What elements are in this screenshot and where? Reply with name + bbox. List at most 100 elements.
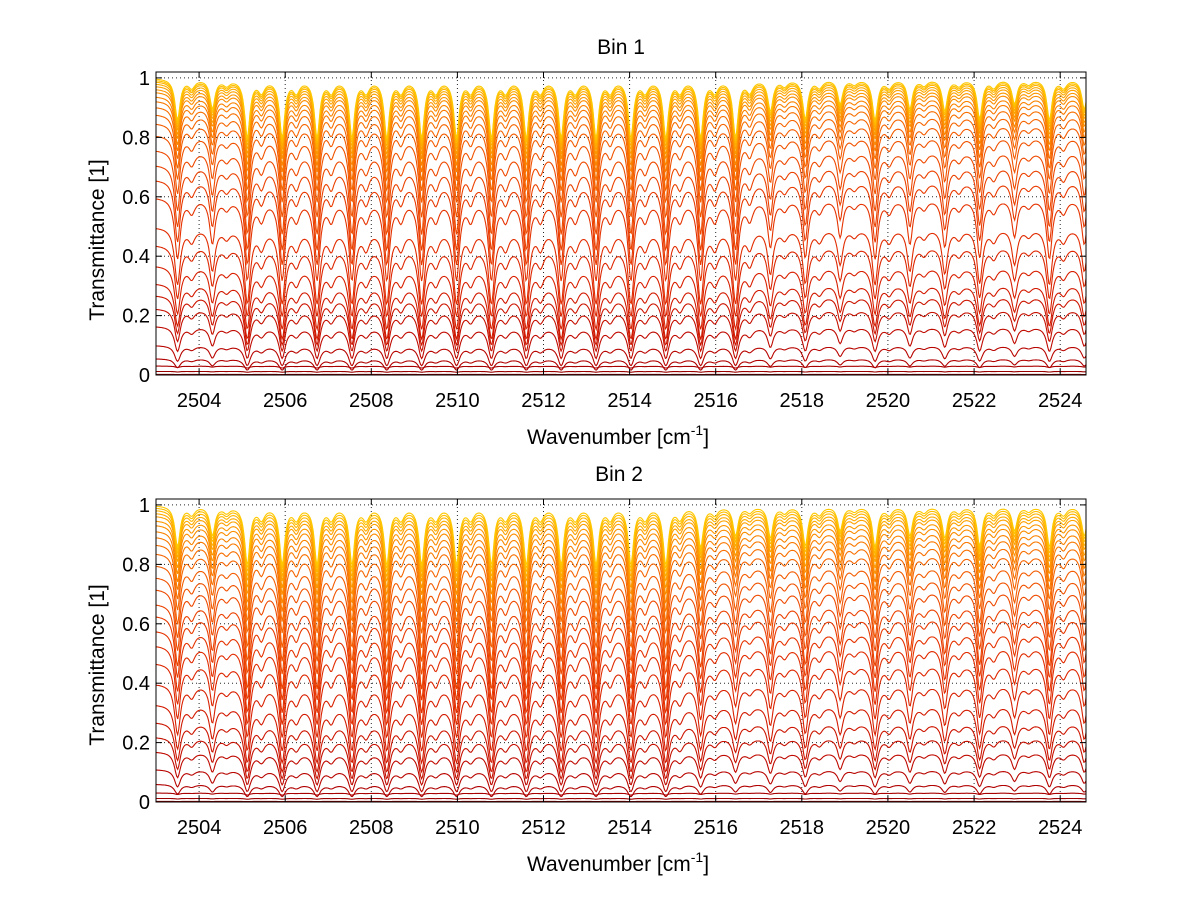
y-tick-label: 1 bbox=[139, 68, 150, 90]
transmittance-series-line bbox=[155, 520, 1087, 590]
x-tick-label: 2510 bbox=[435, 817, 480, 839]
x-axis-label: Wavenumber [cm-1] bbox=[527, 422, 709, 449]
transmittance-series-line bbox=[155, 107, 1087, 182]
transmittance-series-line bbox=[155, 228, 1087, 306]
transmittance-series-line bbox=[155, 150, 1087, 236]
subplot-bin-1: Bin 1 2504 2506 2508 2510 2512 2514 2516 2518 25… bbox=[86, 36, 1087, 449]
y-ticks: 0 0.2 0.4 0.6 0.8 1 bbox=[122, 495, 1086, 814]
transmittance-series-line bbox=[155, 114, 1087, 193]
x-tick-label: 2522 bbox=[952, 390, 997, 412]
y-axis-label: Transmittance [1] bbox=[86, 159, 109, 320]
x-tick-label: 2508 bbox=[349, 390, 394, 412]
transmittance-series-line bbox=[155, 705, 1087, 765]
x-ticks: 2504 2506 2508 2510 2512 2514 2516 2518 2520 2522… bbox=[177, 72, 1082, 412]
subplot-bin-2: Bin 2 2504 2506 2508 2510 2512 2514 2516 2518 25… bbox=[86, 463, 1087, 876]
y-tick-label: 0.4 bbox=[122, 673, 150, 695]
transmittance-series-line bbox=[155, 565, 1087, 650]
x-tick-label: 2518 bbox=[780, 817, 825, 839]
axes bbox=[155, 498, 1087, 803]
transmittance-series-line bbox=[155, 308, 1087, 353]
y-tick-label: 0 bbox=[139, 365, 150, 387]
x-tick-label: 2516 bbox=[693, 390, 738, 412]
transmittance-series-line bbox=[155, 722, 1087, 774]
y-tick-label: 1 bbox=[139, 495, 150, 517]
x-tick-label: 2510 bbox=[435, 390, 480, 412]
transmittance-series-line bbox=[155, 198, 1087, 283]
transmittance-series-line bbox=[155, 769, 1087, 793]
x-tick-label: 2520 bbox=[866, 390, 911, 412]
transmittance-series-line bbox=[156, 792, 1087, 796]
transmittance-series-line bbox=[155, 96, 1087, 167]
transmittance-series-line bbox=[155, 180, 1087, 267]
transmittance-series-line bbox=[155, 358, 1087, 371]
transmittance-series-line bbox=[156, 752, 1087, 787]
transmittance-series-line bbox=[155, 525, 1087, 596]
x-tick-label: 2506 bbox=[263, 817, 308, 839]
x-ticks: 2504 2506 2508 2510 2512 2514 2516 2518 2520 2522… bbox=[177, 499, 1083, 839]
transmittance-series-line bbox=[155, 101, 1087, 174]
transmittance-series-line bbox=[155, 135, 1087, 219]
y-tick-label: 0 bbox=[139, 792, 150, 814]
transmittance-series-line bbox=[155, 737, 1087, 781]
transmittance-series-line bbox=[155, 245, 1087, 318]
y-tick-label: 0.8 bbox=[122, 554, 150, 576]
axes-box bbox=[155, 71, 1087, 376]
transmittance-series-line bbox=[155, 507, 1087, 570]
transmittance-series-line bbox=[155, 544, 1087, 623]
transmittance-series-line bbox=[155, 616, 1087, 702]
transmittance-series-line bbox=[155, 78, 1087, 140]
transmittance-series-line bbox=[155, 266, 1087, 332]
x-tick-label: 2520 bbox=[866, 817, 911, 839]
transmittance-series-line bbox=[155, 513, 1087, 578]
transmittance-series-line bbox=[155, 165, 1087, 252]
series-group bbox=[155, 505, 1087, 803]
y-tick-label: 0.8 bbox=[122, 127, 150, 149]
axes-box bbox=[155, 498, 1087, 803]
transmittance-series-line bbox=[155, 646, 1087, 726]
transmittance-series-line bbox=[156, 797, 1086, 800]
transmittance-series-line bbox=[155, 326, 1087, 360]
x-tick-label: 2524 bbox=[1038, 817, 1083, 839]
transmittance-series-line bbox=[155, 663, 1087, 739]
transmittance-series-line bbox=[155, 505, 1087, 567]
x-tick-label: 2512 bbox=[521, 817, 566, 839]
transmittance-series-line bbox=[155, 604, 1087, 691]
subplot-title: Bin 1 bbox=[597, 36, 645, 59]
transmittance-series-line bbox=[156, 784, 1087, 798]
x-tick-label: 2514 bbox=[607, 390, 652, 412]
x-tick-label: 2522 bbox=[952, 817, 997, 839]
y-ticks: 0 0.2 0.4 0.6 0.8 1 bbox=[122, 68, 1086, 387]
transmittance-series-line bbox=[156, 370, 1086, 373]
x-tick-label: 2504 bbox=[177, 817, 222, 839]
y-tick-label: 0.6 bbox=[122, 614, 150, 636]
transmittance-series-line bbox=[155, 284, 1087, 341]
transmittance-series-line bbox=[155, 83, 1087, 148]
transmittance-series-line bbox=[156, 365, 1087, 369]
transmittance-series-line bbox=[155, 295, 1087, 347]
y-tick-label: 0.2 bbox=[122, 306, 150, 328]
x-tick-label: 2518 bbox=[780, 390, 825, 412]
x-tick-label: 2508 bbox=[349, 817, 394, 839]
x-tick-label: 2514 bbox=[607, 817, 652, 839]
y-axis-label: Transmittance [1] bbox=[86, 584, 109, 745]
subplot-title: Bin 2 bbox=[595, 463, 643, 486]
transmittance-series-line bbox=[155, 123, 1087, 204]
x-axis-label: Wavenumber [cm-1] bbox=[527, 849, 709, 876]
series-group bbox=[155, 78, 1087, 376]
transmittance-series-line bbox=[155, 92, 1087, 161]
transmittance-series-line bbox=[155, 577, 1087, 663]
transmittance-series-line bbox=[155, 516, 1087, 583]
transmittance-series-line bbox=[155, 531, 1087, 605]
transmittance-series-line bbox=[155, 684, 1087, 753]
x-tick-label: 2504 bbox=[177, 390, 222, 412]
x-tick-label: 2512 bbox=[521, 390, 566, 412]
transmittance-series-line bbox=[155, 89, 1087, 156]
axes bbox=[155, 71, 1087, 376]
transmittance-series-line bbox=[155, 510, 1087, 574]
y-tick-label: 0.2 bbox=[122, 733, 150, 755]
transmittance-series-line bbox=[156, 345, 1087, 367]
transmittance-series-line bbox=[155, 589, 1087, 676]
x-tick-label: 2506 bbox=[263, 390, 308, 412]
transmittance-series-line bbox=[155, 553, 1087, 635]
